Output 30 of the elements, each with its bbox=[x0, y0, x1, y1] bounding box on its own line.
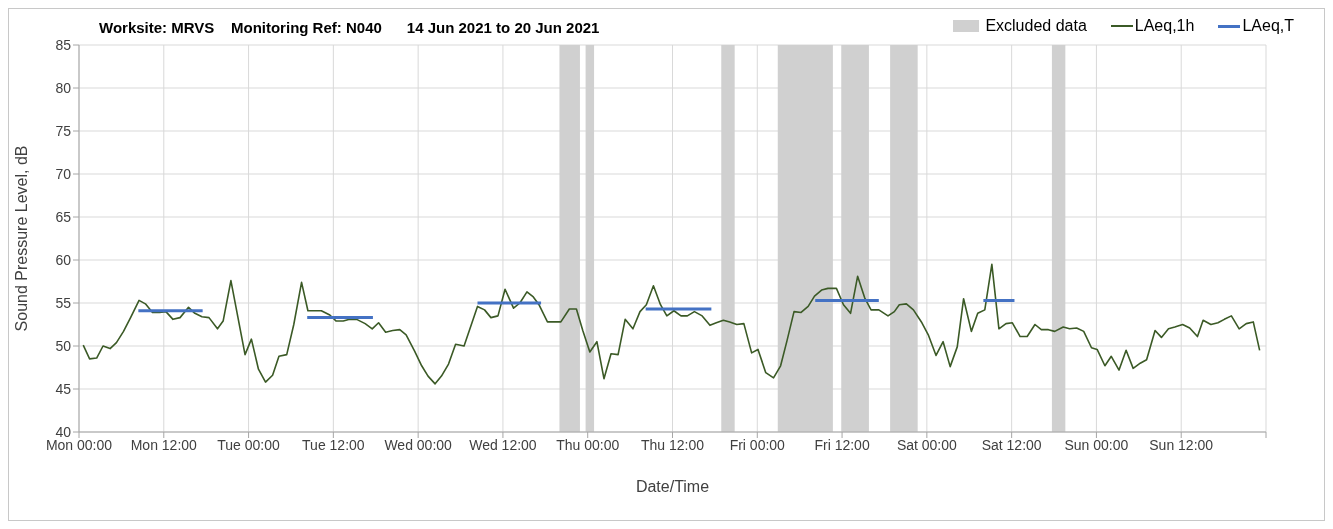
chart-title: Worksite: MRVS Monitoring Ref: N040 bbox=[99, 19, 382, 36]
x-tick-label: Mon 12:00 bbox=[130, 436, 198, 453]
line-series bbox=[82, 263, 1261, 385]
x-tick-label: Wed 00:00 bbox=[384, 436, 453, 453]
y-tick-label: 50 bbox=[55, 337, 72, 354]
x-tick-label: Tue 00:00 bbox=[217, 436, 281, 453]
y-tick-label: 75 bbox=[55, 122, 72, 139]
x-tick-label: Thu 00:00 bbox=[556, 436, 620, 453]
x-tick-label: Thu 12:00 bbox=[640, 436, 705, 453]
legend-label: LAeq,1h bbox=[1133, 17, 1195, 35]
y-tick-label: 80 bbox=[55, 79, 72, 96]
x-tick-label: Wed 12:00 bbox=[469, 436, 537, 453]
x-tick-label: Sun 00:00 bbox=[1064, 436, 1129, 453]
x-tick-label: Sat 12:00 bbox=[981, 436, 1042, 453]
y-tick-label: 70 bbox=[55, 165, 72, 182]
x-tick-label: Fri 00:00 bbox=[729, 436, 786, 453]
legend-label: LAeq,T bbox=[1241, 17, 1294, 35]
x-tick-label: Fri 12:00 bbox=[814, 436, 870, 453]
x-tick-label: Tue 12:00 bbox=[302, 436, 365, 453]
x-axis-title: Date/Time bbox=[635, 478, 710, 495]
y-tick-label: 85 bbox=[55, 36, 72, 53]
chart-subtitle: 14 Jun 2021 to 20 Jun 2021 bbox=[406, 19, 600, 36]
x-tick-label: Sat 00:00 bbox=[896, 436, 958, 453]
legend-label: Excluded data bbox=[984, 17, 1087, 35]
y-tick-label: 65 bbox=[55, 208, 72, 225]
y-axis-title: Sound Pressure Level, dB bbox=[12, 145, 30, 332]
y-tick-label: 55 bbox=[55, 294, 72, 311]
y-tick-label: 45 bbox=[55, 380, 72, 397]
y-tick-label: 60 bbox=[55, 251, 72, 268]
x-tick-label: Sun 12:00 bbox=[1149, 436, 1214, 453]
